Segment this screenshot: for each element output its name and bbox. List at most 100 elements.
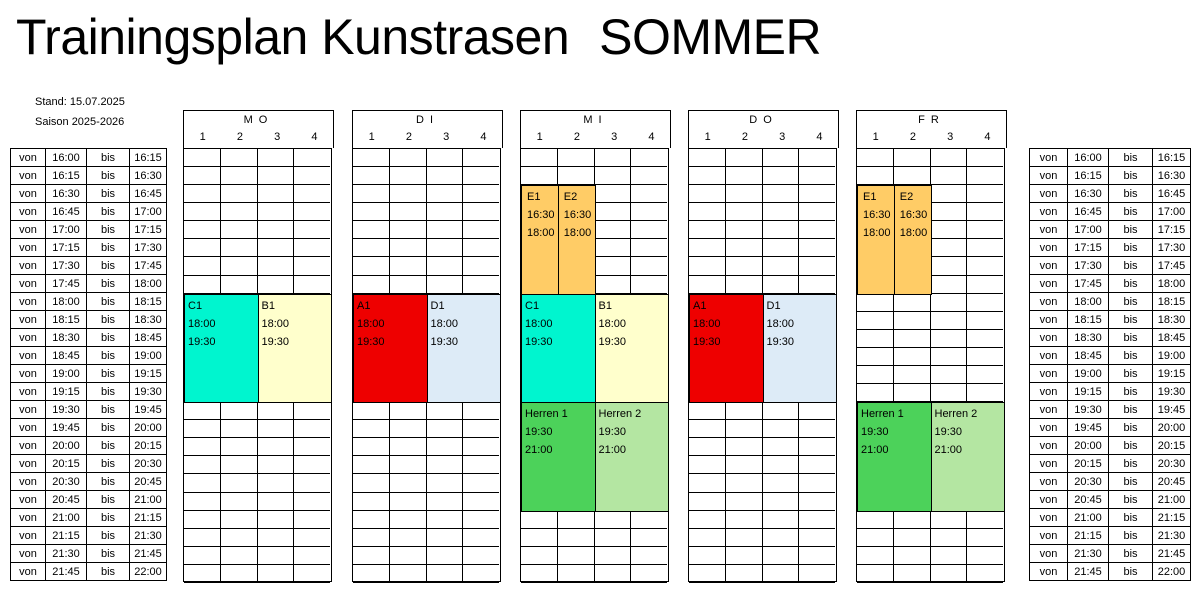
block-start-time: 18:00 xyxy=(430,317,459,330)
start-time: 16:15 xyxy=(1067,166,1109,185)
slot-cell xyxy=(594,221,632,240)
team-name: E1 xyxy=(527,191,541,204)
block-start-time: 18:00 xyxy=(357,317,385,330)
slot-cell xyxy=(631,149,667,168)
field-column-number: 4 xyxy=(648,131,655,143)
end-time: 17:00 xyxy=(129,202,167,221)
slot-cell xyxy=(762,492,800,511)
block-start-time: 18:00 xyxy=(261,317,290,330)
time-row: von 17:30 bis 17:45 xyxy=(10,256,167,275)
bis-label: bis xyxy=(1108,382,1153,401)
slot-cell xyxy=(220,203,258,222)
slot-cell xyxy=(389,239,427,258)
slot-cell xyxy=(220,149,258,168)
slot-cell xyxy=(294,456,330,475)
slot-cell xyxy=(353,438,390,457)
slot-cell xyxy=(294,257,330,276)
von-label: von xyxy=(1029,328,1068,347)
slot-cell xyxy=(762,474,800,493)
slot-cell xyxy=(353,564,390,583)
slot-cell xyxy=(725,528,763,547)
training-block-herren-2: Herren 2 19:30 21:00 xyxy=(594,402,669,512)
bis-label: bis xyxy=(86,382,130,401)
slot-cell xyxy=(799,149,835,168)
end-time: 22:00 xyxy=(129,562,167,581)
slot-cell xyxy=(725,257,763,276)
slot-cell xyxy=(463,221,499,240)
slot-cell xyxy=(857,564,894,583)
slot-cell xyxy=(967,529,1003,547)
end-time: 20:00 xyxy=(1152,418,1191,437)
slot-cell xyxy=(725,564,763,583)
end-time: 19:00 xyxy=(129,346,167,365)
von-label: von xyxy=(10,436,46,455)
slot-cell xyxy=(426,167,464,186)
time-row: von 18:15 bis 18:30 xyxy=(1029,310,1191,329)
slot-cell xyxy=(689,510,726,529)
day-name: MI xyxy=(583,114,608,126)
slot-cell xyxy=(594,564,632,583)
slot-cell xyxy=(967,348,1003,366)
slot-cell xyxy=(930,347,968,366)
slot-cell xyxy=(762,438,800,457)
slot-cell xyxy=(463,420,499,439)
slot-cell xyxy=(689,402,726,421)
end-time: 16:30 xyxy=(1152,166,1191,185)
day-name: DO xyxy=(749,114,778,126)
time-row: von 21:30 bis 21:45 xyxy=(10,544,167,563)
field-column-number: 2 xyxy=(236,131,243,143)
slot-cell xyxy=(389,456,427,475)
slot-cell xyxy=(294,221,330,240)
bis-label: bis xyxy=(1108,490,1153,509)
training-block-e2: E2 16:30 18:00 xyxy=(557,185,596,295)
field-column-number: 4 xyxy=(311,131,318,143)
day-header-fr: FR 1 2 3 4 xyxy=(856,110,1007,148)
slot-cell xyxy=(725,167,763,186)
slot-cell xyxy=(389,275,427,294)
slot-cell xyxy=(184,564,221,583)
end-time: 18:15 xyxy=(129,292,167,311)
slot-cell xyxy=(426,456,464,475)
slot-cell xyxy=(257,203,295,222)
time-row: von 21:00 bis 21:15 xyxy=(10,508,167,527)
slot-cell xyxy=(725,456,763,475)
field-column-number: 1 xyxy=(872,131,879,143)
block-start-time: 18:00 xyxy=(598,317,627,330)
slot-cell xyxy=(930,185,968,204)
von-label: von xyxy=(10,490,46,509)
time-row: von 19:15 bis 19:30 xyxy=(10,382,167,401)
slot-cell xyxy=(594,528,632,547)
slot-cell xyxy=(353,185,390,204)
start-time: 16:30 xyxy=(45,184,87,203)
slot-cell xyxy=(930,329,968,348)
slot-cell xyxy=(857,347,894,366)
time-row: von 19:00 bis 19:15 xyxy=(1029,364,1191,383)
slot-cell xyxy=(799,529,835,547)
bis-label: bis xyxy=(1108,184,1153,203)
slot-cell xyxy=(967,384,1003,403)
slot-cell xyxy=(799,474,835,493)
end-time: 18:00 xyxy=(129,274,167,293)
training-block-d1: D1 18:00 19:30 xyxy=(426,293,501,404)
slot-cell xyxy=(930,510,968,529)
end-time: 21:15 xyxy=(1152,508,1191,527)
slot-cell xyxy=(463,474,499,493)
slot-cell xyxy=(426,546,464,565)
slot-cell xyxy=(967,239,1003,258)
slot-cell xyxy=(389,185,427,204)
slot-cell xyxy=(799,221,835,240)
bis-label: bis xyxy=(86,310,130,329)
slot-cell xyxy=(857,546,894,565)
end-time: 18:45 xyxy=(1152,328,1191,347)
von-label: von xyxy=(10,364,46,383)
team-name: Herren 2 xyxy=(598,408,642,421)
slot-cell xyxy=(689,185,726,204)
von-label: von xyxy=(10,346,46,365)
slot-cell xyxy=(257,564,295,583)
von-label: von xyxy=(1029,400,1068,419)
slot-cell xyxy=(389,492,427,511)
end-time: 17:00 xyxy=(1152,202,1191,221)
time-row: von 18:00 bis 18:15 xyxy=(1029,292,1191,311)
von-label: von xyxy=(1029,148,1068,167)
bis-label: bis xyxy=(1108,472,1153,491)
